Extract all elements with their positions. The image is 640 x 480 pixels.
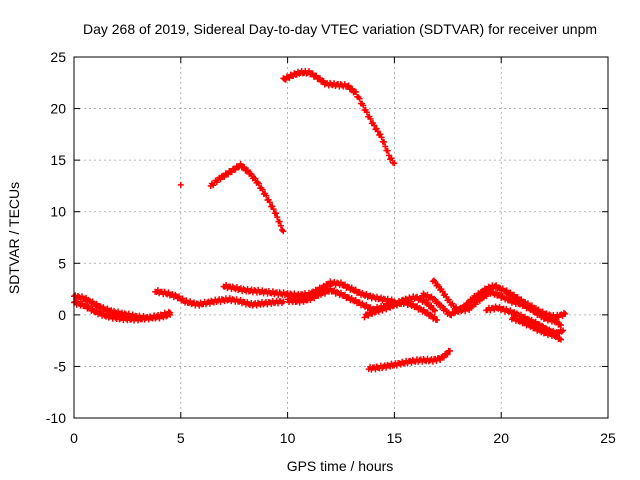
data-point [554,318,561,325]
y-tick-label: 15 [50,152,66,168]
data-point [554,332,561,339]
data-point [562,310,569,317]
data-point [431,295,438,302]
data-point [445,296,452,303]
y-axis-label: SDTVAR / TECUs [6,182,22,294]
y-tick-label: -10 [46,410,66,426]
data-points [71,67,569,373]
data-point [252,175,259,182]
data-point [440,354,447,361]
data-point [378,134,385,141]
data-point [434,317,441,324]
data-point [251,175,258,182]
x-tick-label: 5 [177,430,185,446]
data-point [388,155,395,162]
data-point [213,179,220,186]
data-point [377,131,384,138]
series-mid-band-upper [220,278,398,306]
y-tick-label: 10 [50,204,66,220]
series-isolated-point [177,181,184,188]
data-point [305,68,312,75]
series-arc-23 [280,67,398,167]
axis-ticks: 0 5 10 15 20 25 -10 -5 0 5 10 15 20 25 [46,49,616,446]
data-point [371,122,378,129]
data-point [352,88,359,95]
data-point [382,143,389,150]
data-point [363,109,370,116]
plot-border [73,56,609,419]
data-point [431,307,438,314]
data-point [221,173,228,180]
data-point [270,206,277,213]
data-point [177,181,184,188]
y-tick-label: 5 [58,255,66,271]
data-point [444,351,451,358]
x-axis-label: GPS time / hours [287,458,394,474]
data-point [255,180,262,187]
data-point [241,164,248,171]
data-point [217,176,224,183]
data-point [507,289,514,296]
data-point [476,292,483,299]
data-point [248,171,255,178]
data-point [367,116,374,123]
data-point [437,357,444,364]
data-point [167,311,174,318]
data-point [466,307,473,314]
x-tick-label: 25 [600,430,616,446]
data-point [274,214,281,221]
series-baseline-band-2 [71,298,174,324]
series-morning-band [152,287,287,309]
data-point [428,302,435,309]
data-point [424,299,431,306]
data-point [277,222,284,229]
x-tick-label: 10 [280,430,296,446]
data-point [430,306,437,313]
data-point [558,336,565,343]
data-point [321,284,328,291]
data-point [462,303,469,310]
data-point [266,199,273,206]
data-point [356,95,363,102]
data-point [373,125,380,132]
y-tick-label: -5 [54,358,67,374]
chart-title: Day 268 of 2019, Sidereal Day-to-day VTE… [83,21,597,37]
series-evening-band-lower [508,314,565,343]
data-point [237,160,244,167]
data-point [503,287,510,294]
data-point [273,210,280,217]
data-point [381,139,388,146]
data-point [349,85,356,92]
data-point [269,203,276,210]
x-tick-label: 20 [493,430,509,446]
data-point [345,82,352,89]
data-point [280,228,287,235]
data-point [472,301,479,308]
y-tick-label: 25 [50,49,66,65]
y-tick-label: 20 [50,101,66,117]
data-point [384,147,391,154]
series-arc-14 [207,160,287,235]
data-point [263,192,270,199]
series-crossing-band-c [419,282,569,321]
data-point [511,291,518,298]
data-point [517,311,524,318]
series-crossing-band-a [361,293,438,321]
data-point [360,102,367,109]
data-point [244,167,251,174]
y-tick-label: 0 [58,307,66,323]
data-point [466,300,473,307]
series-negative-arc [365,347,453,373]
data-point [276,218,283,225]
data-point [420,306,427,313]
data-point [560,327,567,334]
x-tick-label: 15 [387,430,403,446]
data-point [391,160,398,167]
x-tick-label: 0 [70,430,78,446]
data-point [259,186,266,193]
gridlines [74,57,608,418]
data-point [446,347,453,354]
data-point [280,298,287,305]
